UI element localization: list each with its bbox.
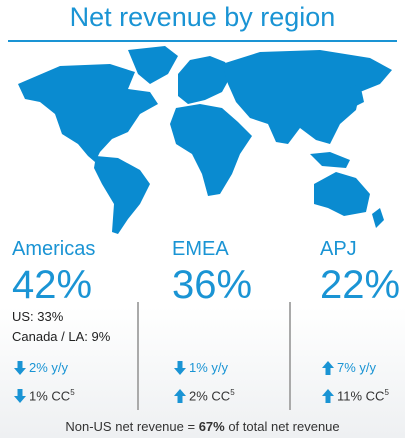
arrow-down	[14, 360, 26, 375]
yoy-row: 2% y/y	[14, 360, 68, 375]
separator	[137, 302, 139, 410]
yoy-row: 1% y/y	[174, 360, 228, 375]
region: EMEA 36%	[172, 238, 252, 307]
region-name: APJ	[320, 238, 357, 260]
footer-text: of total net revenue	[224, 419, 340, 434]
world-map	[18, 46, 392, 234]
footer: Non-US net revenue = 67% of total net re…	[0, 419, 405, 434]
arrow-down	[174, 360, 186, 375]
region-detail: US: 33%	[12, 309, 64, 324]
cc-row: 2% CC5	[174, 388, 235, 403]
cc-label: 2% CC	[189, 388, 231, 404]
cc-text: 1% CC5	[29, 388, 75, 403]
yoy-text: 2% y/y	[29, 360, 69, 375]
cc-label: 1% CC	[29, 388, 71, 404]
footer-text: Non-US net revenue =	[65, 419, 199, 434]
cc-row: 11% CC5	[322, 388, 389, 403]
arrow-up	[322, 388, 334, 403]
yoy-text: 7% y/y	[337, 360, 377, 375]
cc-footnote: 5	[384, 388, 389, 397]
footer-bold: 67%	[198, 419, 225, 434]
region-share: 22%	[320, 263, 401, 307]
region-name: EMEA	[172, 238, 229, 260]
arrow-down	[14, 388, 26, 403]
yoy-text: 1% y/y	[189, 360, 229, 375]
arrow-up	[174, 388, 186, 403]
region-name: Americas	[12, 238, 96, 260]
region-share: 36%	[172, 263, 253, 307]
region-detail: Canada / LA: 9%	[12, 329, 111, 344]
cc-footnote: 5	[230, 388, 235, 397]
region: APJ 22%	[320, 238, 400, 307]
region: Americas 42% US: 33% Canada / LA: 9%	[12, 238, 110, 347]
yoy-row: 7% y/y	[322, 360, 376, 375]
cc-footnote: 5	[70, 388, 75, 397]
region-share: 42%	[12, 263, 93, 307]
cc-text: 2% CC5	[189, 388, 235, 403]
cc-label: 11% CC	[337, 388, 385, 404]
title-rule	[8, 40, 397, 42]
separator	[289, 302, 291, 410]
arrow-up	[322, 360, 334, 375]
cc-row: 1% CC5	[14, 388, 75, 403]
title: Net revenue by region	[69, 2, 336, 32]
cc-text: 11% CC5	[337, 388, 389, 403]
